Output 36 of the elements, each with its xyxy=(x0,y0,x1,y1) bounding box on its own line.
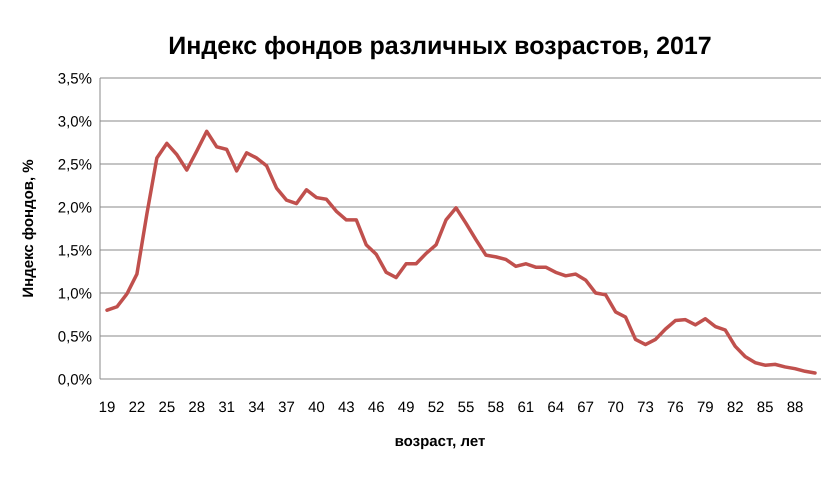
x-tick-label: 43 xyxy=(338,399,355,416)
x-tick-label: 40 xyxy=(308,399,325,416)
x-tick-label: 55 xyxy=(458,399,474,416)
x-tick-label: 37 xyxy=(278,399,295,416)
y-tick-label: 2,0% xyxy=(58,199,92,216)
x-tick-label: 19 xyxy=(98,399,116,416)
x-tick-label: 76 xyxy=(667,399,684,416)
x-tick-label: 70 xyxy=(607,399,624,416)
y-axis-title: Индекс фондов, % xyxy=(20,159,37,298)
chart-title: Индекс фондов различных возрастов, 2017 xyxy=(168,32,712,60)
x-tick-label: 28 xyxy=(188,399,206,416)
y-tick-label: 0,0% xyxy=(58,371,92,388)
x-tick-label: 46 xyxy=(368,399,385,416)
y-tick-label: 1,5% xyxy=(58,242,92,260)
x-tick-label: 73 xyxy=(637,399,654,416)
y-tick-label: 3,0% xyxy=(58,113,92,130)
y-tick-label: 1,0% xyxy=(58,285,92,302)
x-tick-label: 79 xyxy=(696,399,714,416)
y-tick-label: 0,5% xyxy=(58,328,92,346)
x-tick-label: 25 xyxy=(158,399,176,416)
x-tick-label: 52 xyxy=(428,399,444,416)
x-tick-label: 82 xyxy=(726,399,744,416)
x-tick-label: 49 xyxy=(398,399,414,416)
x-tick-label: 22 xyxy=(128,399,146,416)
line-series xyxy=(105,130,817,375)
x-tick-label: 61 xyxy=(517,399,534,416)
x-tick-label: 88 xyxy=(786,399,804,416)
y-tick-label: 2,5% xyxy=(58,156,92,174)
x-tick-label: 34 xyxy=(248,399,265,416)
y-tick-label: 3,5% xyxy=(58,70,92,88)
x-tick-label: 67 xyxy=(577,399,594,416)
x-tick-label: 85 xyxy=(756,399,774,416)
x-tick-label: 31 xyxy=(218,399,236,416)
x-tick-label: 58 xyxy=(488,399,504,416)
x-axis-title: возраст, лет xyxy=(394,433,486,450)
x-tick-label: 64 xyxy=(547,399,564,416)
